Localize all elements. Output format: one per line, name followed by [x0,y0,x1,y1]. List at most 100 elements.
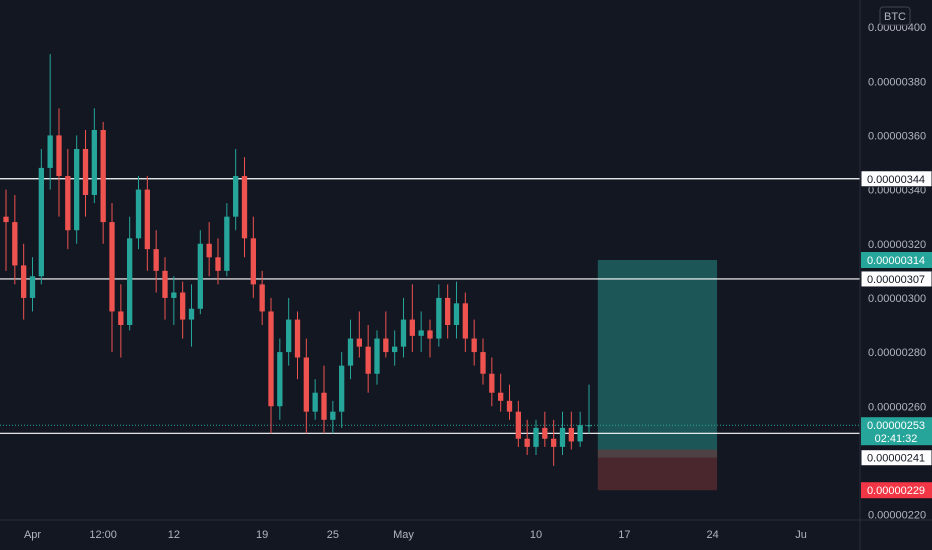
candle[interactable] [330,400,336,434]
entry-price-badge: 0.00000241 [860,449,932,467]
candle-body [56,135,62,177]
candle[interactable] [577,411,583,447]
candle[interactable] [303,338,309,434]
target-price-badge-text: 0.00000314 [867,255,925,267]
candle[interactable] [586,384,592,434]
candle[interactable] [224,203,230,277]
candle[interactable] [56,108,62,217]
candle[interactable] [188,284,195,347]
candle[interactable] [374,330,380,385]
candle[interactable] [127,216,133,331]
price-axis[interactable]: 0.000002200.000002400.000002600.00000280… [859,0,932,550]
candle-body [312,392,318,412]
candle-body [427,330,433,339]
candle[interactable] [542,411,548,447]
candle[interactable] [3,189,9,271]
plot-area[interactable] [0,54,860,491]
candle[interactable] [118,284,124,358]
candle[interactable] [365,325,371,393]
candle[interactable] [533,419,539,455]
candle[interactable] [215,238,221,285]
candle[interactable] [268,297,274,434]
candle[interactable] [551,419,557,466]
y-tick-label: 0.00000320 [868,239,926,251]
candle-body [489,373,495,393]
candle[interactable] [144,176,150,271]
candle[interactable] [462,292,468,353]
candle-body [47,135,53,168]
candle[interactable] [109,203,115,353]
candle-body [551,438,557,447]
candle-body [533,427,539,447]
candle-body [118,311,124,325]
y-tick-label: 0.00000300 [868,293,926,305]
candle[interactable] [91,108,97,204]
candle-body [471,338,477,353]
candle[interactable] [29,257,36,312]
candle[interactable] [259,270,265,325]
candle[interactable] [250,216,256,298]
candle[interactable] [480,338,486,385]
stop-zone[interactable] [597,449,718,491]
candle-body [180,292,186,320]
candle[interactable] [65,148,71,250]
candle-body [153,249,159,271]
candle-body [12,222,18,266]
candle[interactable] [400,297,407,358]
candle[interactable] [312,379,318,420]
time-axis[interactable]: Apr 12:00 12 19 25 May 10 17 24 Ju [0,519,932,541]
candle[interactable] [74,135,80,244]
candle[interactable] [206,222,212,277]
candle[interactable] [498,373,504,412]
candle-body [74,148,80,231]
candle[interactable] [471,319,477,366]
candle[interactable] [445,284,451,339]
candle[interactable] [82,130,89,217]
candle-body [506,400,513,412]
candle[interactable] [436,284,442,347]
candle[interactable] [135,176,142,250]
target-price-badge: 0.00000314 [861,252,932,268]
candle[interactable] [524,419,530,455]
candle[interactable] [38,148,44,285]
candle[interactable] [453,281,460,339]
candle-body [453,303,460,325]
candle-body [224,216,230,271]
candle[interactable] [427,319,433,358]
candle-body [542,427,548,439]
candle[interactable] [409,284,415,353]
entry-price-badge-text: 0.00000241 [867,453,925,465]
candle[interactable] [339,352,345,428]
candle[interactable] [153,230,159,293]
candle[interactable] [515,400,521,447]
candle[interactable] [321,365,327,434]
candle[interactable] [559,411,566,455]
y-tick-label: 0.00000280 [868,347,926,359]
candle[interactable] [383,311,389,358]
candle[interactable] [21,243,27,320]
candle[interactable] [356,311,362,358]
candle[interactable] [197,230,203,315]
candle[interactable] [286,297,292,366]
candle[interactable] [489,357,495,407]
candle[interactable] [418,311,424,353]
candle[interactable] [100,121,106,244]
candle[interactable] [241,157,248,258]
candle[interactable] [392,330,398,366]
candle[interactable] [162,257,168,320]
candle[interactable] [12,195,18,285]
candle[interactable] [47,54,53,190]
x-tick-label: 12:00 [89,529,117,541]
candle[interactable] [568,411,574,450]
stop-price-badge-text: 0.00000229 [867,485,925,497]
candle[interactable] [233,148,239,231]
y-tick-label: 0.00000220 [868,510,926,522]
candle[interactable] [277,338,283,420]
candle[interactable] [171,276,177,325]
candle[interactable] [506,384,513,420]
candle[interactable] [294,311,301,380]
candle[interactable] [347,319,354,380]
candle[interactable] [180,281,186,339]
